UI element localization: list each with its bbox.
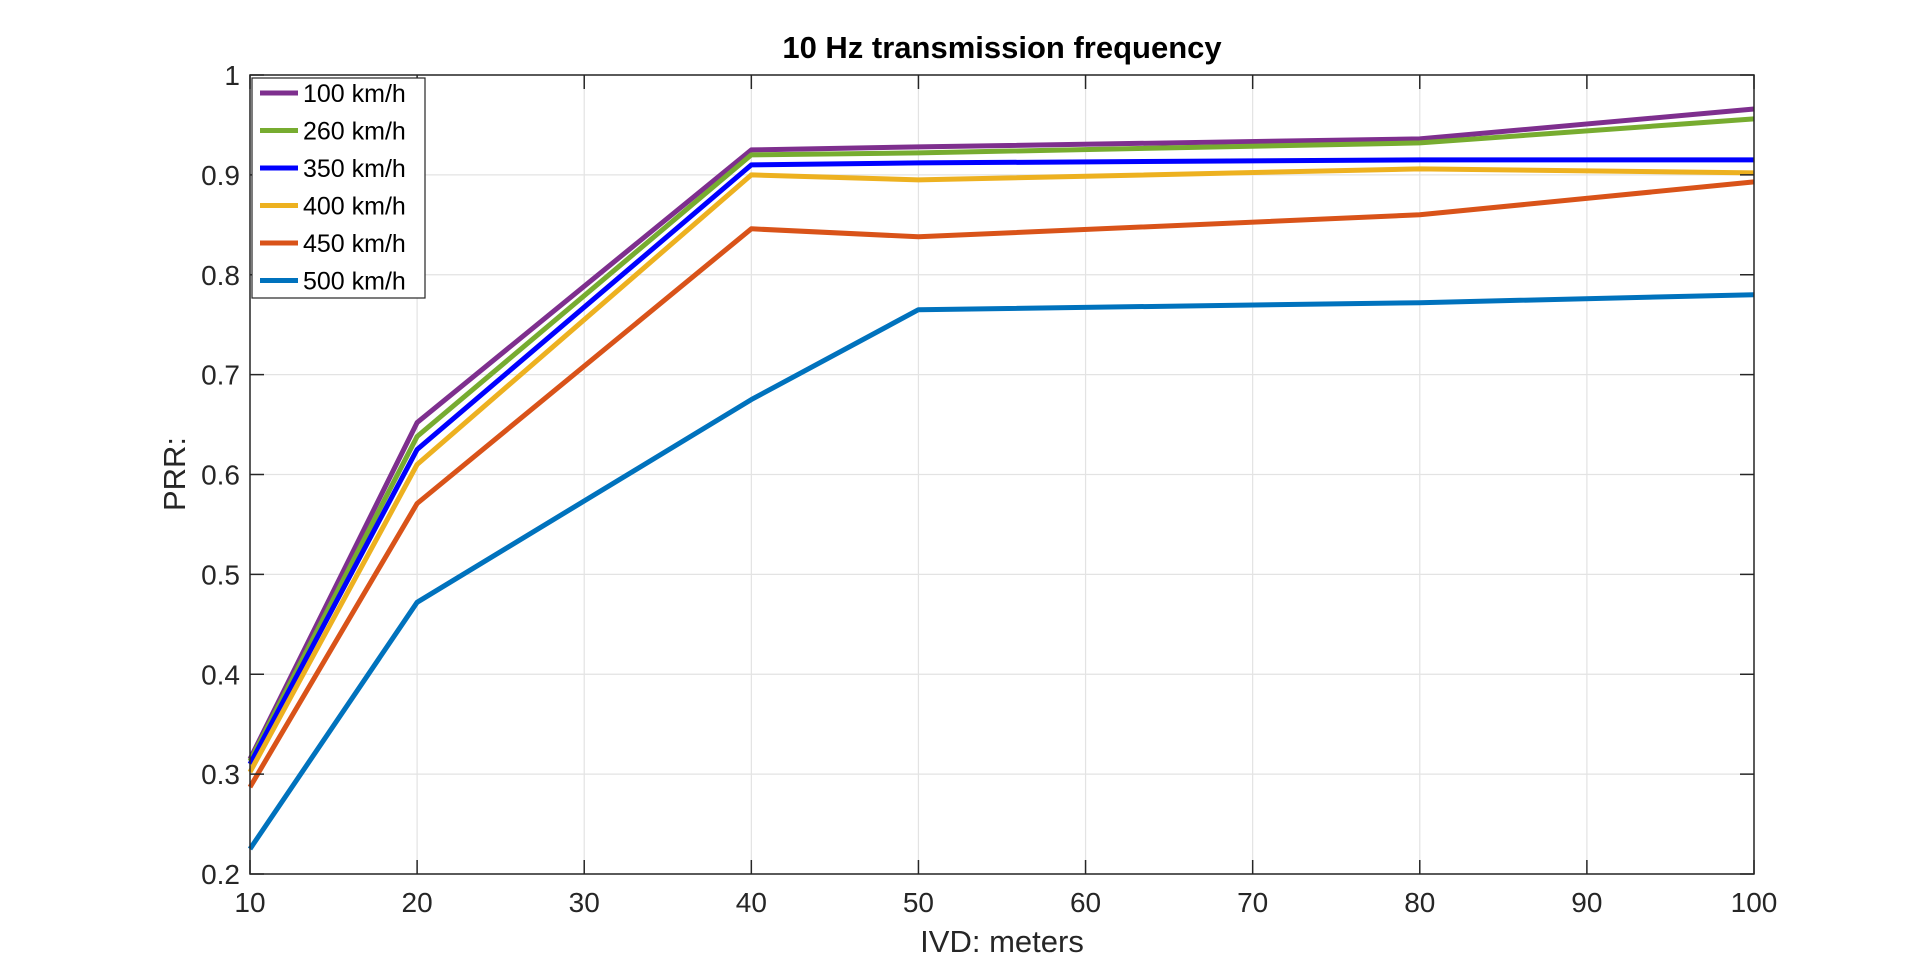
x-tick-label: 10 (234, 887, 265, 918)
legend-label-350-km-h: 350 km/h (303, 155, 406, 183)
series-line-350-km-h (247, 157, 1754, 766)
series-lines (247, 106, 1755, 851)
legend-box (251, 77, 426, 299)
legend-label-400-km-h: 400 km/h (303, 193, 406, 221)
legend-label-100-km-h: 100 km/h (303, 80, 406, 108)
legend-items: 100 km/h 260 km/h 350 km/h 400 km/h 450 km/h… (260, 80, 406, 296)
x-tick-label: 80 (1404, 887, 1435, 918)
x-axis-label: IVD: meters (920, 924, 1084, 959)
legend-label-260-km-h: 260 km/h (303, 118, 406, 146)
x-tick-label: 70 (1237, 887, 1268, 918)
series-line-100-km-h (247, 106, 1755, 761)
x-tick-label: 20 (402, 887, 433, 918)
y-tick-label: 0.5 (201, 559, 240, 590)
chart-title: 10 Hz transmission frequency (782, 30, 1222, 65)
x-tick-label: 40 (736, 887, 767, 918)
legend: 100 km/h 260 km/h 350 km/h 400 km/h 450 km/h… (251, 77, 426, 299)
x-tick-label: 30 (569, 887, 600, 918)
y-axis-label: PRR: (157, 437, 192, 511)
series-line-400-km-h (247, 166, 1755, 774)
legend-label-450-km-h: 450 km/h (303, 230, 406, 258)
y-tick-label: 0.3 (201, 759, 240, 790)
y-tick-label: 0.8 (201, 260, 240, 291)
y-tick-label: 1 (224, 60, 240, 91)
y-tick-label: 0.6 (201, 460, 240, 491)
y-tick-labels: 0.2 0.3 0.4 0.5 0.6 0.7 0.8 0.9 1 (201, 60, 240, 890)
legend-label-500-km-h: 500 km/h (303, 268, 406, 296)
y-tick-label: 0.7 (201, 360, 240, 391)
y-tick-label: 0.2 (201, 859, 240, 890)
series-line-500-km-h (247, 292, 1755, 851)
series-line-450-km-h (247, 179, 1755, 789)
x-tick-label: 60 (1070, 887, 1101, 918)
axis-ticks (249, 74, 1755, 875)
series-line-260-km-h (247, 116, 1755, 763)
y-tick-label: 0.9 (201, 160, 240, 191)
x-tick-label: 90 (1571, 887, 1602, 918)
x-tick-labels: 10 20 30 40 50 60 70 80 90 100 (234, 887, 1777, 918)
x-tick-label: 50 (903, 887, 934, 918)
x-tick-label: 100 (1731, 887, 1778, 918)
y-tick-label: 0.4 (201, 659, 240, 690)
